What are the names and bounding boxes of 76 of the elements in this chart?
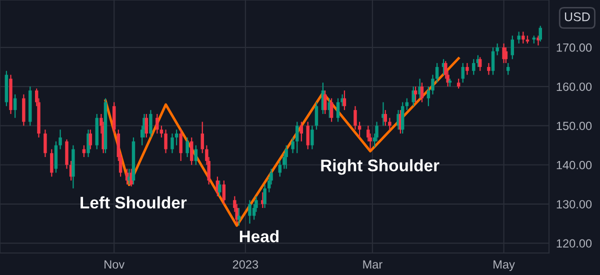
y-tick-label: 140.00 (556, 160, 592, 170)
candlestick (248, 200, 252, 224)
candlestick (388, 117, 392, 130)
candlestick (218, 180, 222, 197)
candlestick (156, 113, 159, 134)
candlestick (65, 138, 68, 170)
candlestick (88, 129, 92, 150)
candlestick (431, 74, 434, 95)
candlestick (284, 144, 288, 170)
candlestick (300, 121, 304, 142)
candlestick (190, 136, 194, 166)
candlestick (310, 125, 314, 150)
candlestick (194, 144, 198, 166)
annotation: Right Shoulder (321, 159, 440, 175)
candlestick (420, 82, 424, 103)
x-tick-label: May (494, 260, 515, 271)
candlestick (82, 144, 86, 158)
candlestick (412, 86, 415, 107)
candlestick (405, 98, 409, 111)
candlestick (538, 25, 542, 42)
candlestick (354, 106, 357, 130)
candlestick (58, 129, 62, 150)
candlestick (466, 62, 469, 76)
candlestick (323, 90, 327, 115)
y-tick-label: 170.00 (556, 43, 592, 52)
candlestick (50, 148, 54, 178)
candlestick (506, 62, 510, 76)
candlestick (44, 129, 47, 158)
candlestick (22, 94, 26, 126)
x-tick-label: Mar (363, 260, 382, 269)
candlestick (487, 62, 490, 76)
candlestick (160, 125, 164, 138)
candlestick (179, 129, 182, 162)
candlestick (536, 35, 540, 46)
candlestick (54, 140, 58, 174)
candlestick (174, 129, 178, 146)
candlestick (491, 46, 495, 76)
candlestick (200, 121, 204, 154)
candlestick (291, 136, 294, 154)
candlestick (330, 98, 334, 122)
y-tick-label: 130.00 (556, 200, 592, 208)
annotation: Left Shoulder (80, 196, 187, 209)
candlestick (456, 78, 460, 90)
x-tick-label: Nov (104, 260, 125, 269)
candlestick (435, 62, 439, 84)
candlestick (496, 42, 499, 56)
candlestick (295, 121, 299, 154)
candlestick (149, 109, 152, 138)
candlestick (358, 121, 362, 138)
candlestick (164, 129, 168, 154)
y-tick-label: 150.00 (556, 122, 592, 130)
y-tick-label: 160.00 (556, 82, 592, 91)
candlestick (170, 132, 174, 154)
candlestick (112, 102, 116, 134)
candlestick (478, 56, 482, 72)
candlestick (314, 102, 318, 130)
candlestick (517, 31, 520, 44)
annotation: Head (240, 230, 278, 242)
candlestick (426, 86, 430, 107)
candlestick (263, 184, 266, 209)
candlestick (384, 109, 387, 126)
candlestick (510, 35, 514, 60)
text: USD (564, 12, 590, 22)
candlestick (522, 31, 525, 44)
candlestick (461, 62, 464, 84)
candlestick (472, 58, 476, 76)
candlestick (414, 86, 418, 103)
y-tick-label: 120.00 (556, 239, 592, 248)
x-tick-label: 2023 (232, 260, 258, 269)
candlestick (186, 136, 189, 158)
candlestick (13, 94, 17, 118)
candlestick (144, 113, 148, 138)
candlestick (400, 102, 404, 134)
candlestick (336, 98, 340, 122)
candlestick (222, 180, 226, 205)
candlestick (306, 121, 310, 150)
